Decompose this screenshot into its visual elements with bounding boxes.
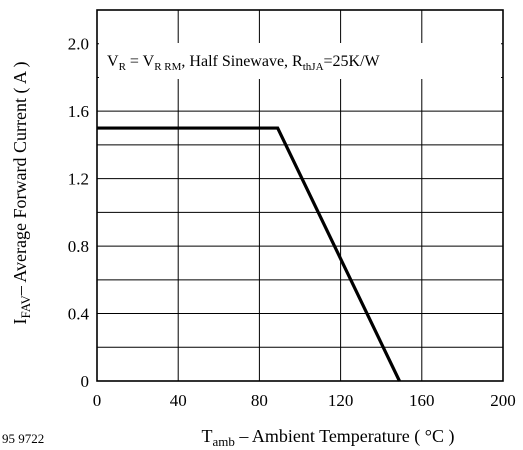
y-tick-label: 1.6 [68, 102, 89, 121]
x-tick-label: 200 [490, 391, 516, 410]
x-tick-label: 160 [409, 391, 435, 410]
y-tick-label: 0.8 [68, 237, 89, 256]
y-tick-label: 1.2 [68, 170, 89, 189]
x-tick-label: 120 [328, 391, 354, 410]
x-tick-label: 0 [93, 391, 102, 410]
x-tick-label: 40 [170, 391, 187, 410]
y-tick-label: 2.0 [68, 35, 89, 54]
y-tick-labels: 0 0.4 0.8 1.2 1.6 2.0 [68, 35, 90, 391]
x-tick-labels: 0 40 80 120 160 200 [93, 391, 516, 410]
figure-number: 95 9722 [2, 431, 44, 446]
y-tick-label: 0 [81, 372, 90, 391]
y-tick-label: 0.4 [68, 305, 90, 324]
x-tick-label: 80 [251, 391, 268, 410]
series-line [97, 126, 401, 382]
chart-annotation: VR = VR RM, Half Sinewave, RthJA=25K/W [107, 53, 381, 73]
series-layer [97, 126, 401, 382]
x-axis-label: Tamb – Ambient Temperature ( °C ) [202, 426, 455, 449]
plot-area-frame [96, 9, 504, 382]
y-axis-label: IFAV– Average Forward Current ( A ) [10, 62, 33, 325]
annotation-box [99, 43, 501, 79]
